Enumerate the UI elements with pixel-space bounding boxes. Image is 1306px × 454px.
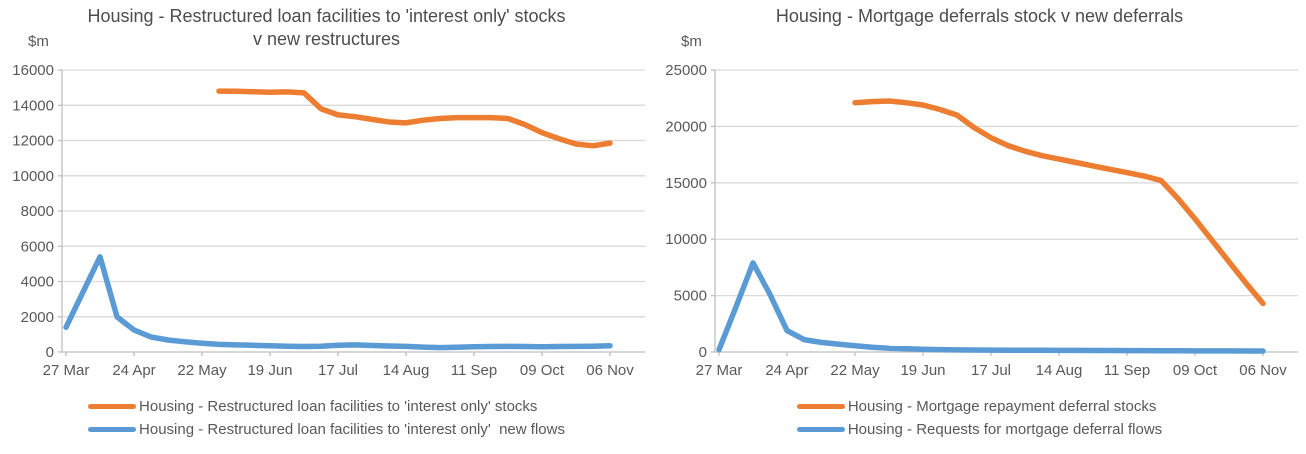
svg-text:22 May: 22 May [830, 362, 880, 379]
svg-text:17 Jul: 17 Jul [971, 362, 1011, 379]
svg-text:14000: 14000 [12, 97, 54, 114]
legend: Housing - Mortgage repayment deferral st… [653, 395, 1306, 441]
svg-text:27 Mar: 27 Mar [696, 362, 743, 379]
svg-text:17 Jul: 17 Jul [318, 362, 358, 379]
legend-label: Housing - Restructured loan facilities t… [139, 398, 538, 415]
legend-item-deferral-flows: Housing - Requests for mortgage deferral… [796, 418, 1163, 441]
svg-text:19 Jun: 19 Jun [900, 362, 945, 379]
svg-text:2000: 2000 [21, 309, 54, 326]
chart-mortgage-deferrals: Housing - Mortgage deferrals stock v new… [653, 0, 1306, 454]
svg-text:0: 0 [699, 344, 707, 361]
svg-text:11 Sep: 11 Sep [451, 362, 497, 379]
legend-line-swatch [796, 404, 845, 409]
svg-text:19 Jun: 19 Jun [247, 362, 292, 379]
legend-label: Housing - Mortgage repayment deferral st… [847, 398, 1157, 415]
legend-label: Housing - Requests for mortgage deferral… [847, 421, 1163, 438]
chart-title: Housing - Mortgage deferrals stock v new… [775, 6, 1184, 26]
svg-text:5000: 5000 [674, 288, 707, 305]
legend-item-new-flows: Housing - Restructured loan facilities t… [88, 418, 565, 441]
legend-line-swatch [796, 427, 845, 432]
legend-line-swatch [88, 404, 137, 409]
chart-title: Housing - Restructured loan facilities t… [87, 6, 566, 49]
svg-text:0: 0 [46, 344, 54, 361]
svg-text:14 Aug: 14 Aug [1036, 362, 1083, 379]
svg-text:10000: 10000 [12, 168, 54, 185]
legend: Housing - Restructured loan facilities t… [0, 395, 653, 441]
y-axis-unit-label: $m [681, 33, 702, 50]
svg-text:8000: 8000 [21, 203, 54, 220]
svg-text:09 Oct: 09 Oct [1173, 362, 1218, 379]
svg-text:12000: 12000 [12, 133, 54, 150]
legend-line-swatch [88, 427, 137, 432]
svg-text:4000: 4000 [21, 274, 54, 291]
legend-item-stocks: Housing - Restructured loan facilities t… [88, 395, 565, 418]
svg-text:25000: 25000 [665, 62, 707, 79]
y-axis-unit-label: $m [28, 33, 49, 50]
svg-text:06 Nov: 06 Nov [1239, 362, 1287, 379]
svg-text:24 Apr: 24 Apr [112, 362, 155, 379]
svg-text:14 Aug: 14 Aug [383, 362, 430, 379]
svg-text:15000: 15000 [665, 175, 707, 192]
svg-text:09 Oct: 09 Oct [520, 362, 565, 379]
svg-text:24 Apr: 24 Apr [765, 362, 808, 379]
svg-text:27 Mar: 27 Mar [43, 362, 90, 379]
svg-text:11 Sep: 11 Sep [1104, 362, 1150, 379]
legend-item-deferral-stocks: Housing - Mortgage repayment deferral st… [796, 395, 1162, 418]
svg-text:06 Nov: 06 Nov [586, 362, 634, 379]
chart-restructured-loans: Housing - Restructured loan facilities t… [0, 6, 653, 441]
svg-text:22 May: 22 May [177, 362, 227, 379]
svg-text:20000: 20000 [665, 118, 707, 135]
svg-text:6000: 6000 [21, 238, 54, 255]
svg-text:16000: 16000 [12, 62, 54, 79]
line-plot: 0 2000 4000 6000 8000 10000 12000 14000 16000 27 … [12, 62, 645, 379]
line-plot: 0 5000 10000 15000 20000 25000 27 Mar 24 Apr 22 … [665, 62, 1298, 379]
legend-label: Housing - Restructured loan facilities t… [139, 421, 565, 438]
svg-text:10000: 10000 [665, 231, 707, 248]
